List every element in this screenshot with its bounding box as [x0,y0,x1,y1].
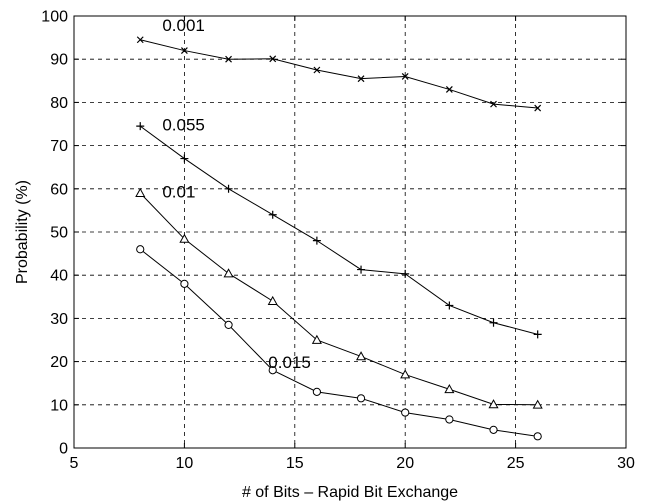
series-label: 0.01 [162,182,195,201]
data-point [180,279,189,288]
series-0-01: 0.01 [135,182,543,409]
y-tick-label: 20 [50,354,68,371]
data-point [533,432,542,441]
data-point [489,318,498,327]
data-point [532,399,543,409]
data-point [444,384,455,394]
data-point [180,47,188,54]
series-line [139,248,538,437]
series-label: 0.015 [268,353,311,372]
data-point [225,55,232,63]
data-point [445,301,454,310]
series-line [139,125,538,335]
data-point [356,394,366,403]
data-point [488,399,499,409]
data-point [355,351,367,361]
data-point [179,233,190,243]
data-point [135,187,146,197]
series-layer: 0.001 0.055 0.01 0.015 [135,16,543,441]
axis-ticks [73,15,627,449]
y-tick-label: 0 [59,441,68,458]
y-tick-label: 80 [50,95,68,112]
data-point [224,184,233,193]
series-line [140,39,538,109]
data-point [180,154,189,163]
data-point [311,334,322,344]
data-point [268,366,277,375]
series-label: 0.055 [162,115,205,134]
data-point [313,66,321,74]
data-point [267,295,278,305]
x-tick-label: 20 [396,455,414,472]
x-tick-label: 15 [286,455,304,472]
data-point [136,36,144,44]
data-point [312,236,321,245]
data-point [136,122,145,131]
data-point [136,245,145,254]
data-point [490,100,497,108]
data-point [445,415,454,424]
series-0-001: 0.001 [136,16,542,112]
y-tick-label: 60 [50,181,68,198]
y-tick-label: 90 [50,52,68,69]
data-point [401,408,410,417]
data-point [357,265,366,274]
y-tick-label: 50 [50,225,68,242]
tick-labels: 5 10 15 20 25 30 0 10 20 30 40 50 60 70 80 90 100 [41,9,635,473]
y-tick-label: 70 [50,138,68,155]
series-label: 0.001 [162,16,205,35]
data-point [401,269,410,278]
data-point [269,55,277,63]
y-tick-label: 100 [41,9,68,26]
data-point [445,86,453,93]
x-axis-title: # of Bits – Rapid Bit Exchange [242,484,458,501]
y-tick-label: 10 [50,397,68,414]
data-point [400,369,411,379]
data-point [533,330,542,339]
y-tick-label: 30 [50,311,68,328]
x-tick-label: 10 [176,455,194,472]
data-point [401,73,409,80]
y-axis-title: Probability (%) [14,180,31,284]
x-tick-label: 5 [70,455,79,472]
x-tick-label: 30 [617,455,635,472]
data-point [312,387,321,396]
data-point [489,425,498,434]
data-point [223,268,234,278]
series-0-055: 0.055 [136,115,542,339]
y-tick-label: 40 [50,268,68,285]
series-0-015: 0.015 [136,245,542,441]
data-point [357,75,365,83]
data-point [534,104,542,112]
data-point [224,320,233,329]
series-line [139,192,538,406]
data-point [268,210,277,219]
x-tick-label: 25 [507,455,525,472]
